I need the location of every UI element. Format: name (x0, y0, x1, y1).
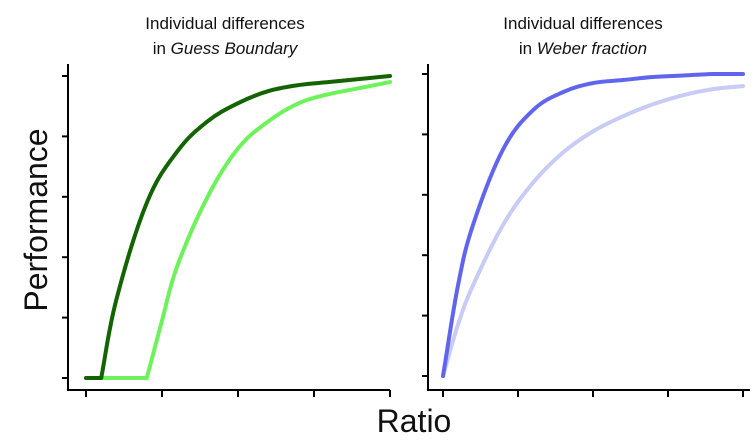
panel-1-lines (84, 74, 392, 380)
panel-1-x-ticks (85, 390, 391, 397)
panel-2-series-1-line (441, 72, 745, 378)
panel-1-title-prefix: in (153, 39, 171, 58)
panel-1-series-2-line (84, 80, 392, 380)
panel-2-lines (441, 72, 745, 378)
panel-1 (62, 64, 392, 397)
panel-1-title-line-1: Individual differences (145, 14, 304, 33)
panel-1-series-1-line (84, 74, 392, 380)
x-axis-label: Ratio (377, 403, 452, 439)
panel-2-title-line-1: Individual differences (503, 14, 662, 33)
panel-2-series-2-line (441, 84, 745, 378)
panel-1-y-ticks (62, 75, 68, 379)
panel-2 (422, 64, 750, 397)
panel-2-title-line-2: in Weber fraction (519, 39, 647, 58)
panel-2-title-prefix: in (519, 39, 537, 58)
panel-2-title-emph: Weber fraction (537, 39, 647, 58)
panel-1-title-emph: Guess Boundary (171, 39, 299, 58)
y-axis-label: Performance (18, 128, 54, 311)
panel-1-title-line-2: in Guess Boundary (153, 39, 299, 58)
panel-2-y-ticks (422, 73, 428, 377)
panel-2-x-ticks (442, 390, 744, 397)
